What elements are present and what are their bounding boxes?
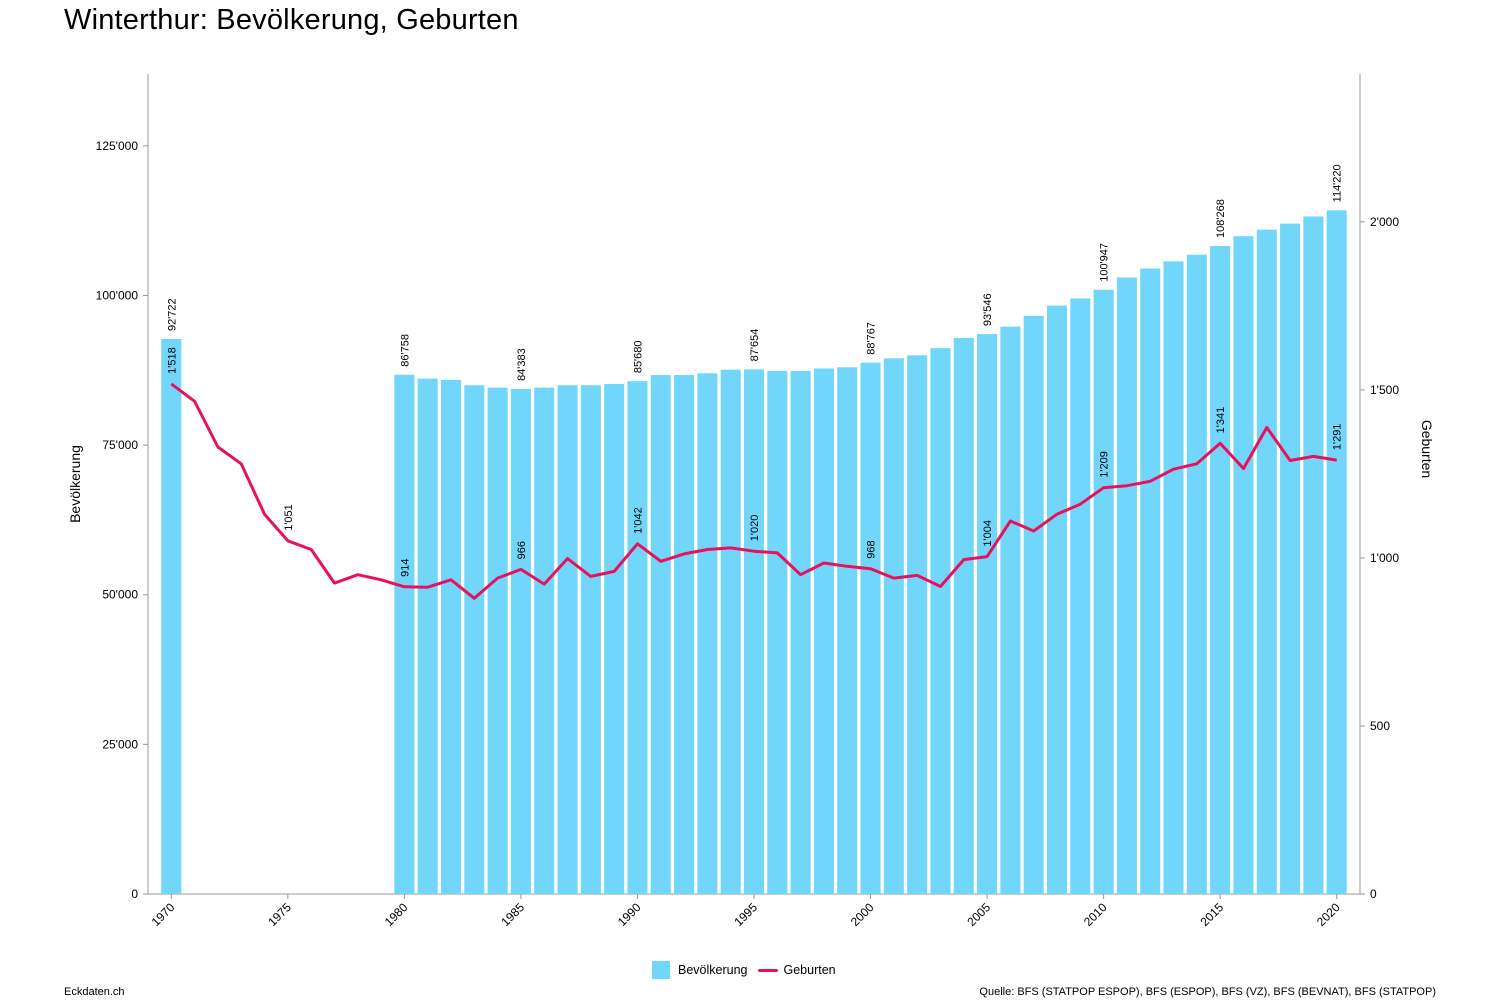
bar-population	[674, 375, 695, 895]
bar-population	[1233, 236, 1254, 895]
legend-label-population: Bevölkerung	[678, 963, 748, 977]
bar-population	[883, 358, 904, 894]
footer-site: Eckdaten.ch	[64, 986, 125, 998]
bar-population	[1116, 277, 1137, 894]
line-value-label: 1'291	[1332, 424, 1344, 451]
bar-population	[953, 337, 974, 895]
y-tick-label-left: 125'000	[96, 139, 139, 153]
line-value-label: 1'341	[1215, 407, 1227, 434]
line-value-label: 914	[399, 558, 411, 576]
chart-legend: Bevölkerung Geburten	[652, 961, 836, 979]
bar-population	[1303, 216, 1324, 894]
bar-value-label: 84'383	[516, 348, 528, 381]
y-tick-label-left: 50'000	[102, 588, 138, 602]
y-tick-label-right: 1'500	[1370, 383, 1399, 397]
bar-population	[1046, 305, 1068, 895]
bar-value-label: 86'758	[399, 334, 411, 367]
x-tick-label: 2015	[1197, 900, 1226, 929]
bar-population	[604, 384, 625, 894]
legend-item-population: Bevölkerung	[652, 961, 748, 979]
bar-population	[1163, 261, 1184, 894]
y-tick-label-right: 2'000	[1370, 215, 1399, 229]
footer-source: Quelle: BFS (STATPOP ESPOP), BFS (ESPOP)…	[979, 986, 1436, 998]
y-tick-label-left: 25'000	[102, 737, 138, 751]
bar-population	[1210, 245, 1231, 895]
x-tick-label: 1975	[265, 900, 294, 929]
bar-population	[1140, 268, 1161, 895]
bar-population	[1186, 254, 1207, 894]
bar-value-label: 93'546	[982, 293, 994, 326]
y-axis-title-right: Geburten	[1419, 420, 1435, 478]
bar-population	[1000, 326, 1021, 894]
bar-population	[464, 385, 485, 894]
bar-population	[837, 367, 858, 894]
line-value-label: 968	[866, 540, 878, 558]
bar-population	[767, 370, 788, 894]
y-tick-label-left: 100'000	[96, 288, 139, 302]
y-tick-label-right: 500	[1370, 719, 1390, 733]
bar-value-label: 114'220	[1332, 164, 1344, 202]
line-value-label: 1'051	[283, 504, 295, 531]
bar-population	[860, 362, 881, 895]
x-tick-label: 1970	[149, 900, 178, 929]
x-tick-label: 1995	[731, 900, 760, 929]
x-tick-label: 1990	[615, 900, 644, 929]
bar-population	[1093, 289, 1114, 894]
x-tick-label: 2020	[1314, 900, 1343, 929]
line-value-label: 1'518	[166, 347, 178, 374]
x-tick-label: 1980	[382, 900, 411, 929]
bar-population	[1326, 210, 1347, 895]
bar-population	[1256, 229, 1277, 895]
bar-population	[1070, 298, 1091, 895]
bar-population	[1280, 223, 1301, 895]
line-value-label: 966	[516, 541, 528, 559]
x-tick-label: 2010	[1081, 900, 1110, 929]
bar-value-label: 92'722	[166, 298, 178, 331]
y-tick-label-left: 0	[131, 887, 138, 901]
line-births	[170, 382, 1337, 600]
bar-population	[650, 375, 671, 895]
bar-population	[394, 374, 415, 895]
x-tick-label: 2000	[848, 900, 877, 929]
bar-population	[627, 381, 648, 895]
bar-population	[510, 388, 531, 894]
y-tick-label-right: 1'000	[1370, 551, 1399, 565]
bar-population	[930, 348, 951, 895]
legend-item-births: Geburten	[748, 963, 836, 977]
bar-population	[580, 385, 601, 894]
y-axis-title-left: Bevölkerung	[67, 445, 83, 523]
bar-population	[743, 369, 765, 895]
bar-population	[417, 378, 438, 894]
line-value-label: 1'042	[632, 507, 644, 534]
line-value-label: 1'004	[982, 520, 994, 547]
bar-population	[534, 387, 555, 894]
line-value-label: 1'020	[749, 515, 761, 542]
bar-population	[813, 368, 834, 894]
x-tick-label: 1985	[498, 900, 527, 929]
y-tick-label-right: 0	[1370, 887, 1377, 901]
bar-population	[907, 355, 928, 895]
y-tick-label-left: 75'000	[102, 438, 138, 452]
bar-population	[487, 387, 508, 894]
bar-value-label: 85'680	[632, 340, 644, 373]
bar-population	[977, 334, 998, 895]
legend-swatch-births	[757, 968, 778, 972]
x-tick-label: 2005	[964, 900, 993, 929]
bar-population	[161, 339, 182, 894]
chart-title: Winterthur: Bevölkerung, Geburten	[64, 4, 519, 36]
legend-swatch-population	[652, 961, 670, 979]
bar-population	[720, 369, 741, 894]
bar-population	[557, 385, 578, 894]
bar-value-label: 108'268	[1215, 199, 1227, 238]
bar-population	[1023, 315, 1044, 895]
bar-population	[440, 379, 462, 894]
bar-population	[697, 373, 718, 894]
bar-population	[790, 370, 811, 894]
line-value-label: 1'209	[1099, 451, 1111, 478]
legend-label-births: Geburten	[783, 963, 836, 977]
bar-value-label: 100'947	[1099, 243, 1111, 282]
bar-value-label: 87'654	[749, 329, 761, 362]
bar-value-label: 88'767	[866, 322, 878, 355]
